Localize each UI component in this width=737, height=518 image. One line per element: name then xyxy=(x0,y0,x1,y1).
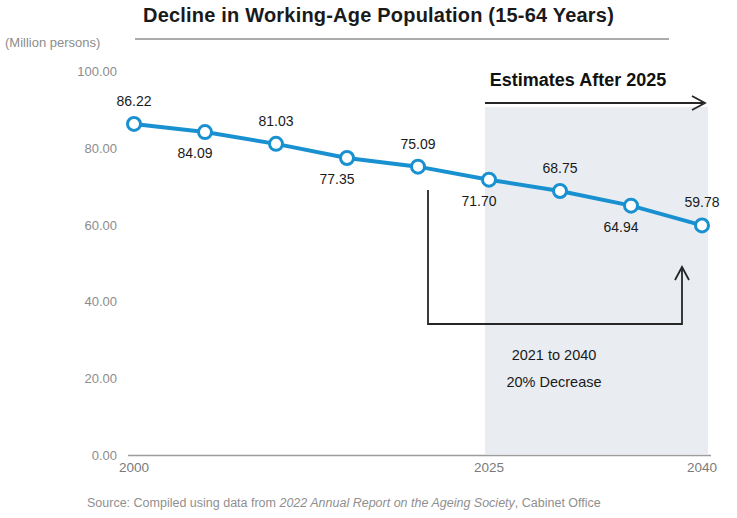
source-line: Source: Compiled using data from 2022 An… xyxy=(87,496,601,510)
y-axis-tick-label: 0.00 xyxy=(40,448,117,463)
data-point-label: 59.78 xyxy=(684,194,719,210)
data-point-label: 64.94 xyxy=(603,219,638,235)
y-axis-tick-label: 20.00 xyxy=(40,371,117,386)
data-point-label: 75.09 xyxy=(400,136,435,152)
data-point-marker xyxy=(696,219,709,232)
y-axis-tick-label: 80.00 xyxy=(40,140,117,155)
data-point-marker xyxy=(625,199,638,212)
estimates-region-label: Estimates After 2025 xyxy=(478,70,678,91)
data-point-marker xyxy=(483,173,496,186)
decrease-annotation: 2021 to 2040 20% Decrease xyxy=(464,342,644,396)
x-axis-tick-label: 2040 xyxy=(687,460,717,475)
decrease-annotation-line1: 2021 to 2040 xyxy=(464,342,644,369)
data-point-label: 77.35 xyxy=(319,171,354,187)
source-report-title: 2022 Annual Report on the Ageing Society xyxy=(279,496,514,510)
x-axis-tick-label: 2000 xyxy=(119,460,149,475)
data-point-marker xyxy=(270,137,283,150)
data-point-marker xyxy=(128,117,141,130)
data-point-marker xyxy=(412,160,425,173)
data-point-marker xyxy=(341,151,354,164)
data-point-label: 86.22 xyxy=(116,93,151,109)
data-point-marker xyxy=(199,126,212,139)
y-axis-tick-label: 100.00 xyxy=(40,64,117,79)
data-point-label: 81.03 xyxy=(258,113,293,129)
data-point-marker xyxy=(554,185,567,198)
estimates-region xyxy=(485,107,708,454)
y-axis-tick-label: 60.00 xyxy=(40,217,117,232)
data-point-label: 68.75 xyxy=(542,160,577,176)
x-axis-tick-label: 2025 xyxy=(474,460,504,475)
source-prefix: Source: Compiled using data from xyxy=(87,496,279,510)
data-point-label: 71.70 xyxy=(461,193,496,209)
y-axis-tick-label: 40.00 xyxy=(40,294,117,309)
decrease-annotation-line2: 20% Decrease xyxy=(464,369,644,396)
source-suffix: , Cabinet Office xyxy=(515,496,601,510)
chart-figure: Decline in Working-Age Population (15-64… xyxy=(0,0,737,518)
data-point-label: 84.09 xyxy=(177,145,212,161)
